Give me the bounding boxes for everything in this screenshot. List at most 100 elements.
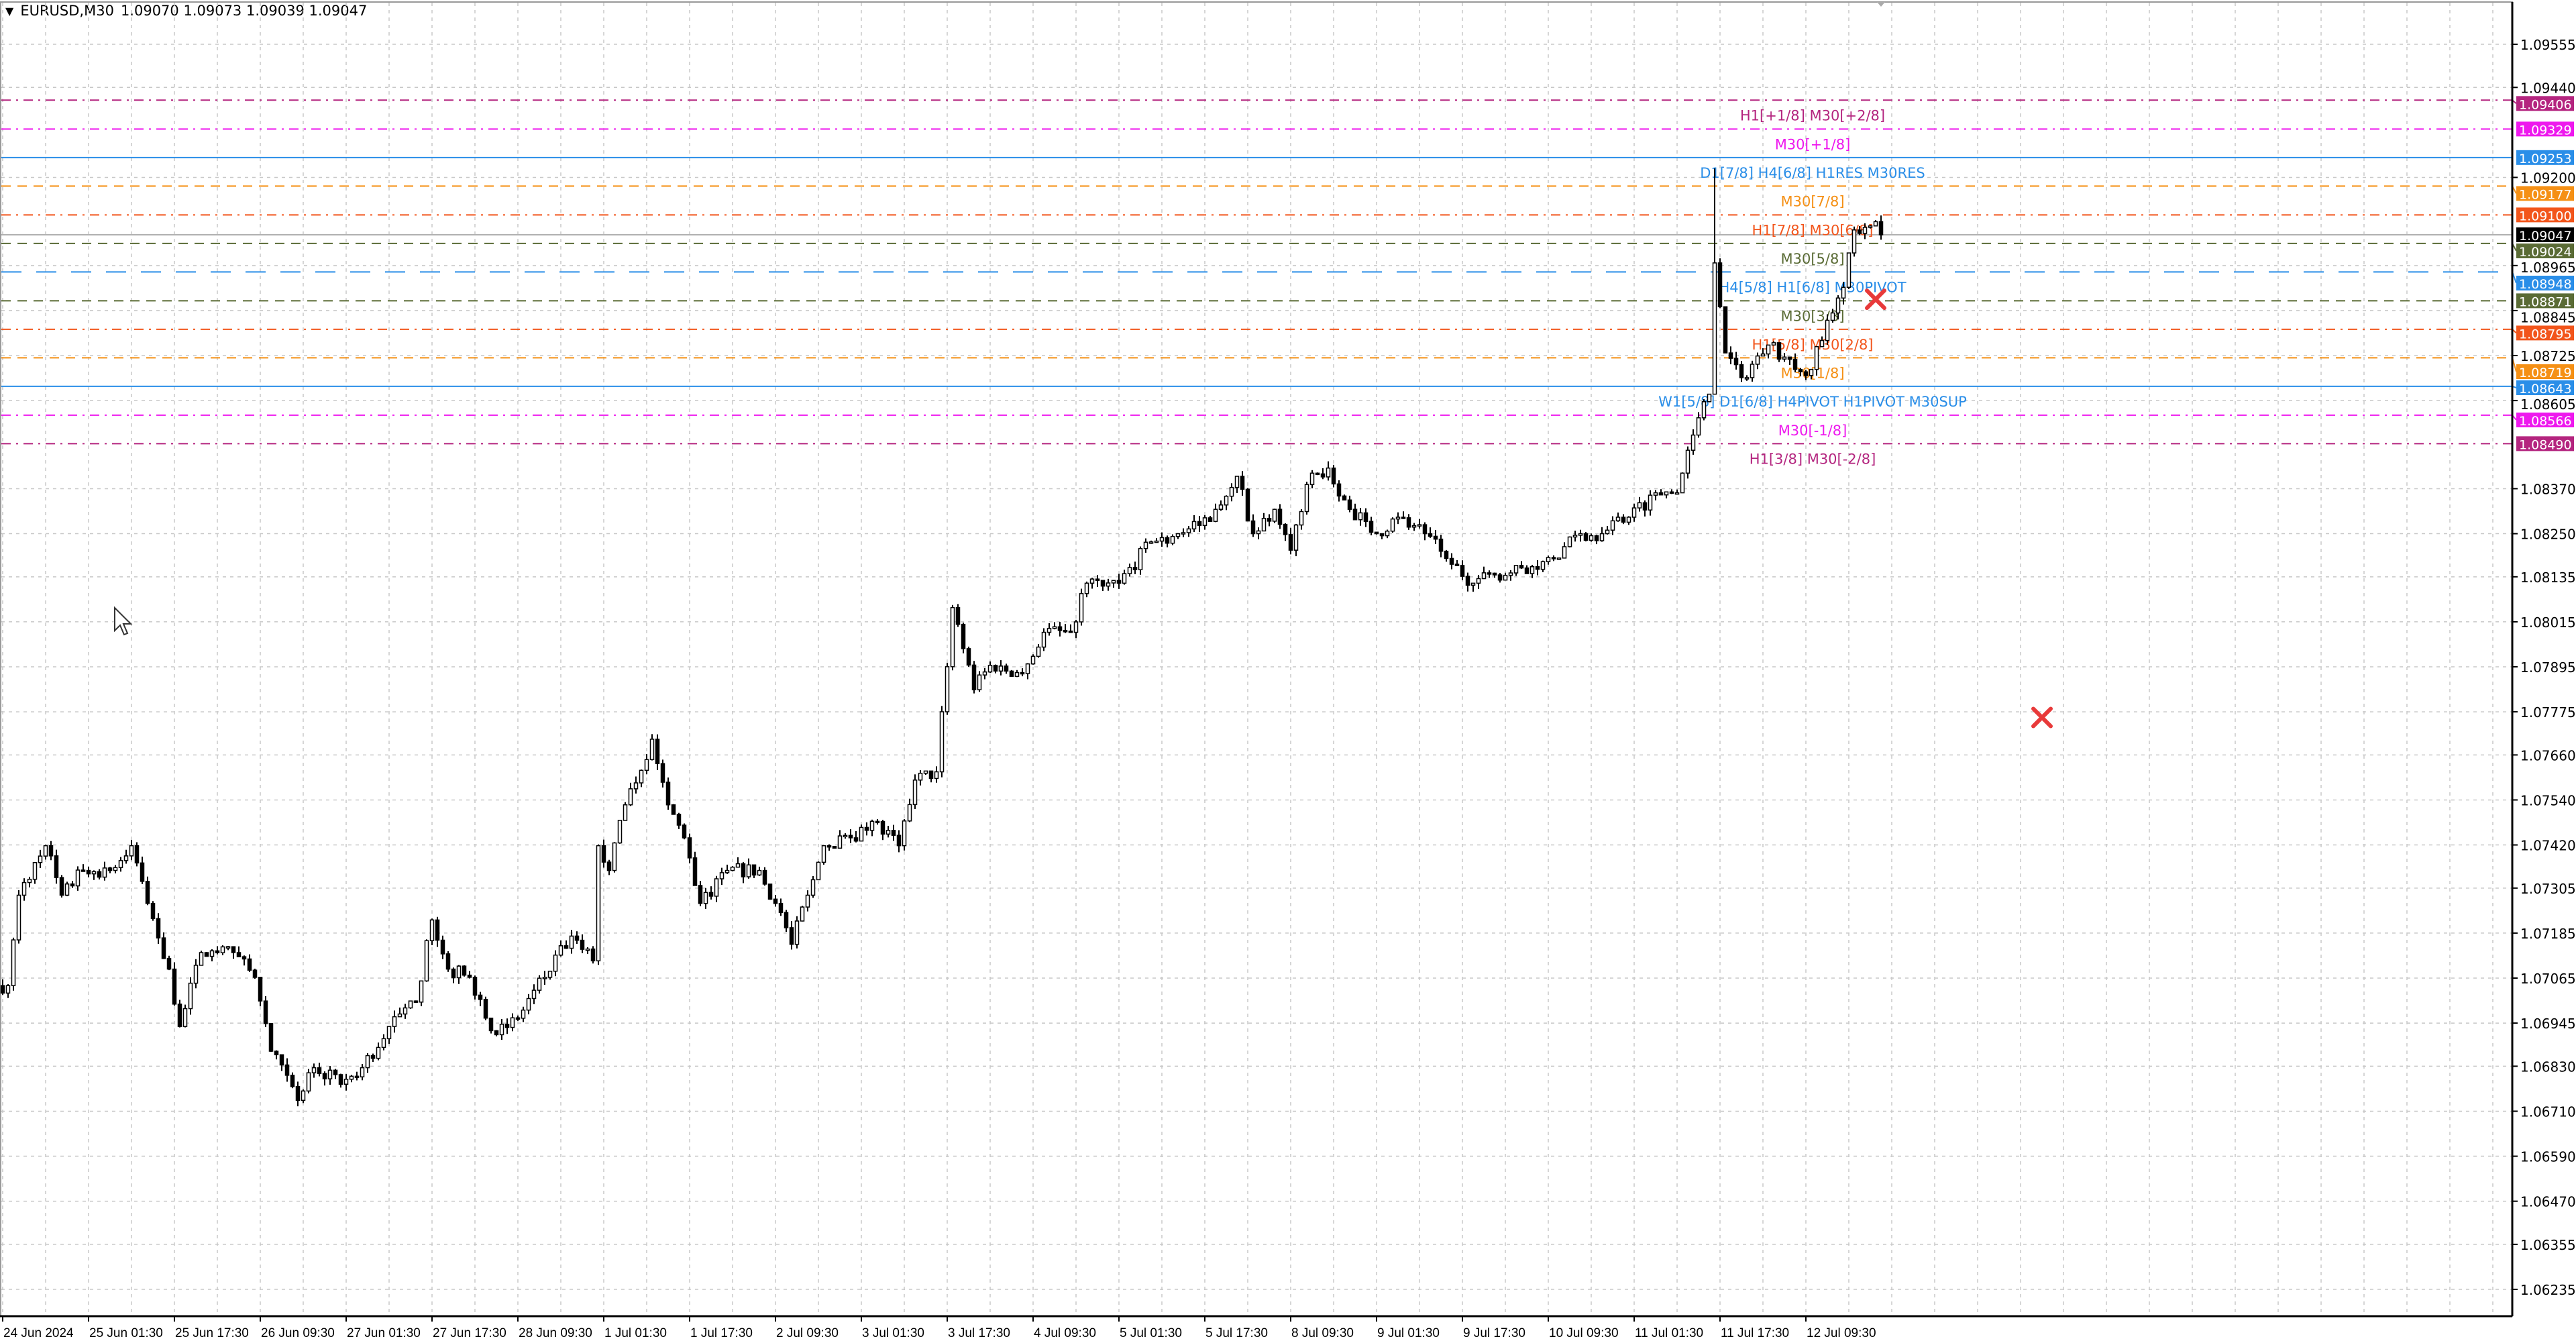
candle-bull xyxy=(1159,537,1165,542)
y-tick-label: 1.07185 xyxy=(2520,926,2576,942)
candle-bear xyxy=(1352,508,1358,521)
candle-bull xyxy=(1036,646,1041,657)
candle-bear xyxy=(1776,342,1782,360)
candle-bull xyxy=(950,606,955,667)
candle-bear xyxy=(687,837,692,859)
candle-bear xyxy=(1342,495,1347,501)
level-price-badge-text: 1.08643 xyxy=(2519,382,2572,396)
candle-bull xyxy=(1830,312,1835,321)
candle-bear xyxy=(580,939,585,950)
candle-bull xyxy=(537,977,542,991)
chart-frame xyxy=(0,1,2513,1317)
candle-bull xyxy=(397,1013,402,1018)
candle-bull xyxy=(1481,572,1487,580)
candle-bull xyxy=(1846,252,1851,288)
candle-bull xyxy=(1261,517,1267,532)
x-tick-label: 11 Jul 17:30 xyxy=(1721,1326,1789,1339)
candle-bull xyxy=(1476,578,1481,584)
y-tick-label: 1.08605 xyxy=(2520,396,2576,413)
candle-bear xyxy=(236,952,241,957)
candle-bull xyxy=(1030,655,1036,665)
x-tick-label: 27 Jun 01:30 xyxy=(347,1326,421,1339)
candle-bear xyxy=(462,965,467,976)
y-tick-label: 1.07065 xyxy=(2520,971,2576,987)
level-label: D1[7/8] H4[6/8] H1RES M30RES xyxy=(1700,165,1925,181)
candle-bull xyxy=(703,892,708,904)
candle-bear xyxy=(1728,352,1733,359)
level-price-badge-text: 1.08566 xyxy=(2519,414,2572,429)
candle-bear xyxy=(107,867,113,871)
candle-bear xyxy=(1733,358,1739,366)
candle-bull xyxy=(376,1047,381,1059)
candle-bull xyxy=(714,878,719,897)
candle-bull xyxy=(1154,540,1159,543)
x-tick-label: 25 Jun 17:30 xyxy=(175,1326,249,1339)
level-price-badge-text: 1.08948 xyxy=(2519,277,2572,292)
candle-bull xyxy=(531,989,537,1000)
candle-bull xyxy=(1605,529,1610,535)
candle-bear xyxy=(263,1000,268,1024)
candle-bear xyxy=(333,1069,338,1075)
candle-bull xyxy=(1825,319,1830,341)
x-tick-label: 5 Jul 01:30 xyxy=(1120,1326,1182,1339)
candle-bear xyxy=(864,826,869,831)
y-tick-label: 1.07895 xyxy=(2520,659,2576,676)
candle-bull xyxy=(1782,356,1787,360)
candle-bear xyxy=(1068,631,1073,633)
candle-bull xyxy=(1578,533,1583,536)
candle-bear xyxy=(451,968,456,979)
candle-bull xyxy=(193,965,199,984)
candle-bull xyxy=(27,878,32,883)
candle-bear xyxy=(1717,262,1723,308)
candle-bear xyxy=(601,845,606,863)
candle-bear xyxy=(971,664,977,690)
candle-bear xyxy=(1803,371,1809,376)
candle-bull xyxy=(649,739,655,761)
candle-bear xyxy=(961,623,966,649)
level-label: H1[+1/8] M30[+2/8] xyxy=(1740,107,1885,123)
candle-bull xyxy=(1186,528,1191,533)
candle-bull xyxy=(1234,476,1240,488)
candle-bear xyxy=(590,948,596,962)
triangle-down-icon[interactable]: ▼ xyxy=(5,4,14,17)
candle-bear xyxy=(1792,358,1798,370)
candle-bull xyxy=(1256,530,1261,535)
level-price-badge xyxy=(2516,186,2574,201)
candle-bull xyxy=(306,1072,311,1092)
y-tick-label: 1.06355 xyxy=(2520,1237,2576,1253)
candle-bear xyxy=(1267,517,1272,522)
candle-bull xyxy=(1674,492,1680,495)
y-tick-label: 1.08135 xyxy=(2520,570,2576,586)
candle-bull xyxy=(1841,286,1846,299)
candle-bear xyxy=(773,898,778,904)
candle-bear xyxy=(1594,535,1599,541)
candle-bull xyxy=(1411,525,1417,528)
level-price-badge-text: 1.09024 xyxy=(2519,245,2572,260)
candle-bear xyxy=(134,845,140,864)
candle-bear xyxy=(1428,533,1433,537)
candle-bear xyxy=(1363,512,1368,522)
candle-bear xyxy=(370,1055,376,1059)
candle-bull xyxy=(644,759,649,771)
candle-bull xyxy=(1395,517,1401,520)
candle-bear xyxy=(1277,508,1283,525)
x-tick-label: 2 Jul 09:30 xyxy=(776,1326,839,1339)
candle-bull xyxy=(38,855,43,863)
candle-bull xyxy=(617,820,623,844)
candle-bear xyxy=(80,869,86,872)
candle-bull xyxy=(510,1017,515,1028)
y-tick-label: 1.06235 xyxy=(2520,1282,2576,1298)
candle-bull xyxy=(1127,567,1132,574)
candle-bear xyxy=(564,945,569,949)
candle-bull xyxy=(1572,535,1578,538)
level-price-badge-text: 1.08719 xyxy=(2519,366,2572,380)
candle-bull xyxy=(64,883,70,896)
candle-bull xyxy=(1664,491,1669,496)
candle-bear xyxy=(1878,221,1884,235)
candle-bull xyxy=(987,665,993,673)
candle-bear xyxy=(692,857,698,886)
candle-bull xyxy=(1868,225,1873,228)
candle-bear xyxy=(1519,565,1524,569)
candle-bull xyxy=(1138,547,1143,571)
